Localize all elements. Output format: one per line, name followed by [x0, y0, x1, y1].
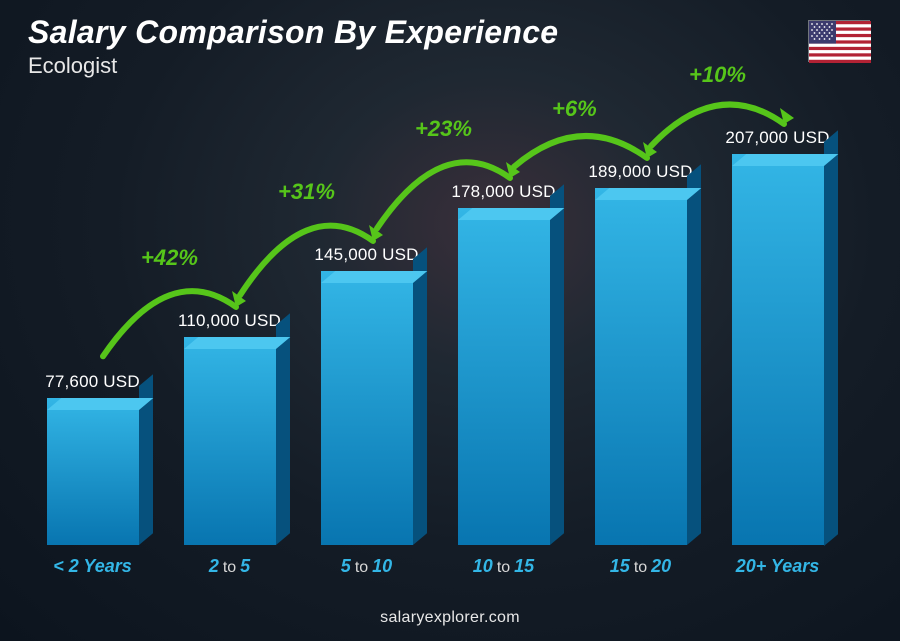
bar-value-label: 178,000 USD: [451, 182, 555, 202]
bar-top: [595, 188, 701, 200]
bar-column: 207,000 USD: [713, 110, 842, 545]
salary-bar-chart: 77,600 USD 110,000 USD 145,000 USD 178,000 …: [28, 110, 842, 577]
bar-front: [595, 188, 687, 545]
x-axis-tick-label: < 2 Years: [28, 556, 157, 577]
bar-wrap: 178,000 USD: [439, 110, 568, 545]
page-title: Salary Comparison By Experience: [28, 14, 872, 51]
header: Salary Comparison By Experience Ecologis…: [28, 14, 872, 79]
bar-value-label: 189,000 USD: [588, 162, 692, 182]
x-axis-tick-label: 15to20: [576, 556, 705, 577]
bar-top: [321, 271, 427, 283]
bar-front: [47, 398, 139, 545]
bar-value-label: 77,600 USD: [45, 372, 140, 392]
bar-value-label: 110,000 USD: [178, 311, 281, 331]
x-axis-tick-label: 20+ Years: [713, 556, 842, 577]
bar-column: 110,000 USD: [165, 110, 294, 545]
bar: [732, 154, 824, 546]
bar: [47, 398, 139, 545]
bar-wrap: 110,000 USD: [165, 110, 294, 545]
bar-column: 145,000 USD: [302, 110, 431, 545]
bar-top: [184, 337, 290, 349]
bar-front: [321, 271, 413, 545]
bar-wrap: 189,000 USD: [576, 110, 705, 545]
bar-top: [458, 208, 564, 220]
footer-source: salaryexplorer.com: [0, 609, 900, 627]
page-subtitle: Ecologist: [28, 53, 872, 79]
x-axis-tick-label: 2to5: [165, 556, 294, 577]
bar-side: [550, 185, 564, 545]
x-axis-labels: < 2 Years 2to5 5to10 10to15 15to20 20+ Years: [28, 556, 842, 577]
bar-column: 178,000 USD: [439, 110, 568, 545]
x-axis-tick-label: 10to15: [439, 556, 568, 577]
bar-side: [276, 313, 290, 545]
bar-front: [458, 208, 550, 545]
bar-value-label: 145,000 USD: [314, 245, 418, 265]
bar-column: 189,000 USD: [576, 110, 705, 545]
bar-front: [184, 337, 276, 545]
bar: [321, 271, 413, 545]
bar-value-label: 207,000 USD: [725, 128, 829, 148]
bar-top: [47, 398, 153, 410]
bar-wrap: 145,000 USD: [302, 110, 431, 545]
bar-side: [687, 164, 701, 545]
bar-wrap: 207,000 USD: [713, 110, 842, 545]
bar-front: [732, 154, 824, 546]
bar-wrap: 77,600 USD: [28, 110, 157, 545]
bars-container: 77,600 USD 110,000 USD 145,000 USD 178,000 …: [28, 110, 842, 545]
bar: [595, 188, 687, 545]
bar-side: [824, 130, 838, 545]
x-axis-tick-label: 5to10: [302, 556, 431, 577]
bar-top: [732, 154, 838, 166]
bar: [458, 208, 550, 545]
bar: [184, 337, 276, 545]
us-flag-icon: [808, 20, 870, 62]
bar-column: 77,600 USD: [28, 110, 157, 545]
bar-side: [413, 247, 427, 545]
